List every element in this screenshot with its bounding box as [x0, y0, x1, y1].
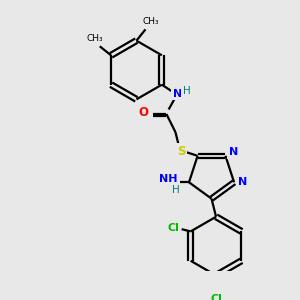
Text: CH₃: CH₃: [87, 34, 104, 43]
Text: N: N: [229, 147, 238, 158]
Text: Cl: Cl: [210, 294, 222, 300]
Text: N: N: [173, 89, 182, 99]
Text: S: S: [177, 145, 185, 158]
Text: H: H: [172, 185, 179, 195]
Text: NH: NH: [159, 174, 178, 184]
Text: N: N: [238, 177, 248, 187]
Text: H: H: [183, 86, 190, 96]
Text: CH₃: CH₃: [143, 17, 159, 26]
Text: O: O: [139, 106, 149, 119]
Text: Cl: Cl: [168, 223, 180, 233]
